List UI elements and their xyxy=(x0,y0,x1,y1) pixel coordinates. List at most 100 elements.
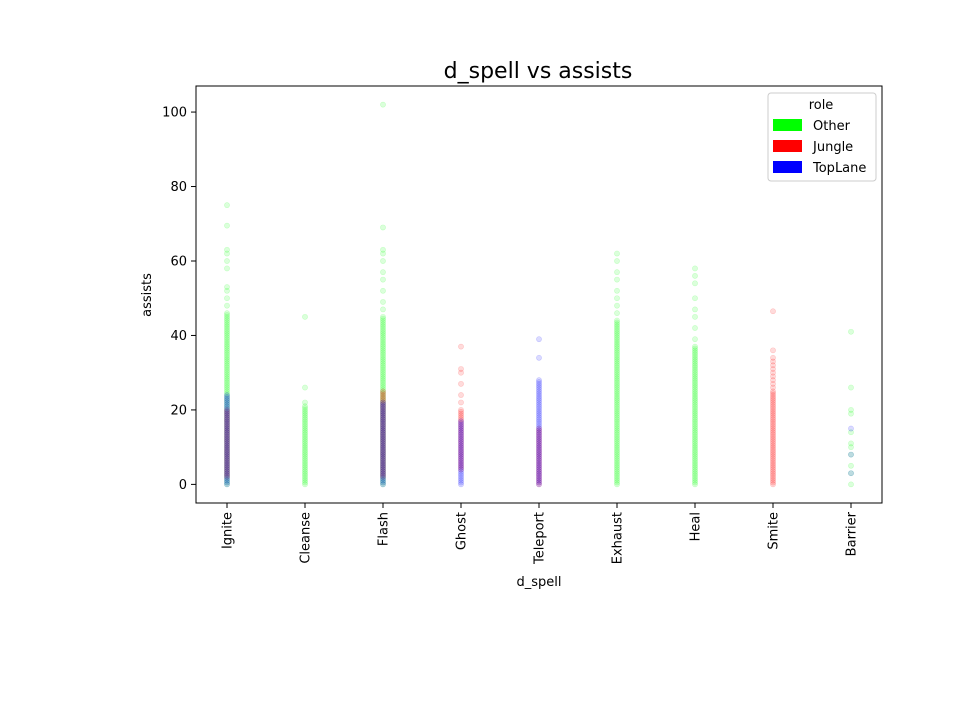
point-other xyxy=(380,403,386,410)
point-other xyxy=(380,440,386,447)
point-other xyxy=(380,455,386,462)
point-other xyxy=(224,341,230,348)
point-other xyxy=(224,326,230,333)
point-other xyxy=(224,464,230,471)
point-other xyxy=(380,377,386,384)
point-other xyxy=(224,360,230,367)
point-other xyxy=(692,444,698,451)
point-jungle xyxy=(380,433,386,439)
point-jungle xyxy=(770,464,776,471)
point-jungle xyxy=(770,444,776,451)
point-jungle xyxy=(224,453,230,460)
legend: role Other Jungle TopLane xyxy=(767,92,877,182)
y-axis: 0 20 40 60 80 100 xyxy=(162,106,196,493)
point-jungle xyxy=(380,420,386,426)
point-other xyxy=(224,356,230,363)
point-jungle xyxy=(458,464,464,471)
point-jungle xyxy=(536,470,542,477)
point-other xyxy=(224,455,230,462)
point-other xyxy=(224,470,230,477)
point-other xyxy=(302,418,308,424)
point-toplane xyxy=(536,392,542,398)
point-other xyxy=(380,269,386,276)
point-jungle xyxy=(458,461,464,467)
point-other xyxy=(614,425,620,432)
point-other xyxy=(848,384,854,391)
point-other xyxy=(614,447,620,454)
point-jungle xyxy=(536,475,542,482)
point-jungle xyxy=(536,474,542,480)
point-other xyxy=(614,399,620,406)
point-jungle xyxy=(380,453,386,460)
point-other xyxy=(692,265,698,272)
point-toplane xyxy=(380,453,386,460)
point-other xyxy=(380,461,386,467)
point-jungle xyxy=(536,466,542,473)
point-toplane xyxy=(224,412,230,419)
point-toplane xyxy=(224,440,230,447)
point-jungle xyxy=(458,453,464,460)
point-other xyxy=(692,434,698,441)
point-other xyxy=(224,397,230,404)
point-other xyxy=(302,410,308,417)
point-jungle xyxy=(224,470,230,477)
point-other xyxy=(302,420,308,426)
point-other xyxy=(224,429,230,436)
point-other xyxy=(380,433,386,439)
point-jungle xyxy=(770,425,776,432)
point-toplane xyxy=(380,466,386,473)
point-other xyxy=(224,453,230,460)
point-other xyxy=(302,449,308,456)
point-other xyxy=(692,399,698,406)
point-other xyxy=(224,461,230,467)
point-other xyxy=(614,321,620,328)
point-other xyxy=(302,472,308,478)
point-jungle xyxy=(224,442,230,449)
point-other xyxy=(380,299,386,305)
point-jungle xyxy=(224,421,230,428)
point-other xyxy=(614,310,620,317)
point-toplane xyxy=(536,442,542,449)
point-other xyxy=(224,408,230,415)
point-other xyxy=(302,461,308,467)
point-toplane xyxy=(536,418,542,424)
x-tick-label: Ghost xyxy=(455,512,470,550)
point-other xyxy=(614,440,620,447)
point-other xyxy=(224,265,230,272)
point-other xyxy=(224,379,230,385)
point-jungle xyxy=(770,421,776,428)
point-jungle xyxy=(770,416,776,423)
point-toplane xyxy=(380,399,386,406)
point-other xyxy=(848,444,854,451)
point-other xyxy=(302,462,308,469)
point-other xyxy=(302,455,308,462)
point-toplane xyxy=(224,442,230,449)
point-other xyxy=(380,323,386,330)
y-tick-label: 40 xyxy=(170,329,187,344)
point-jungle xyxy=(770,420,776,426)
point-jungle xyxy=(458,455,464,462)
point-other xyxy=(614,362,620,369)
point-toplane xyxy=(380,405,386,411)
point-toplane xyxy=(536,401,542,408)
point-toplane xyxy=(380,475,386,482)
point-other xyxy=(614,287,620,294)
point-jungle xyxy=(770,397,776,404)
point-toplane xyxy=(458,444,464,451)
point-other xyxy=(380,472,386,478)
point-toplane xyxy=(380,464,386,471)
point-toplane xyxy=(224,475,230,482)
point-other xyxy=(302,425,308,432)
point-jungle xyxy=(458,399,464,406)
point-jungle xyxy=(224,407,230,413)
point-jungle xyxy=(458,412,464,419)
point-jungle xyxy=(536,459,542,465)
point-other xyxy=(380,399,386,406)
point-toplane xyxy=(536,433,542,439)
point-other xyxy=(380,315,386,322)
point-other xyxy=(692,401,698,408)
point-other xyxy=(692,353,698,359)
point-jungle xyxy=(770,474,776,480)
point-other xyxy=(224,369,230,376)
point-other xyxy=(380,336,386,343)
